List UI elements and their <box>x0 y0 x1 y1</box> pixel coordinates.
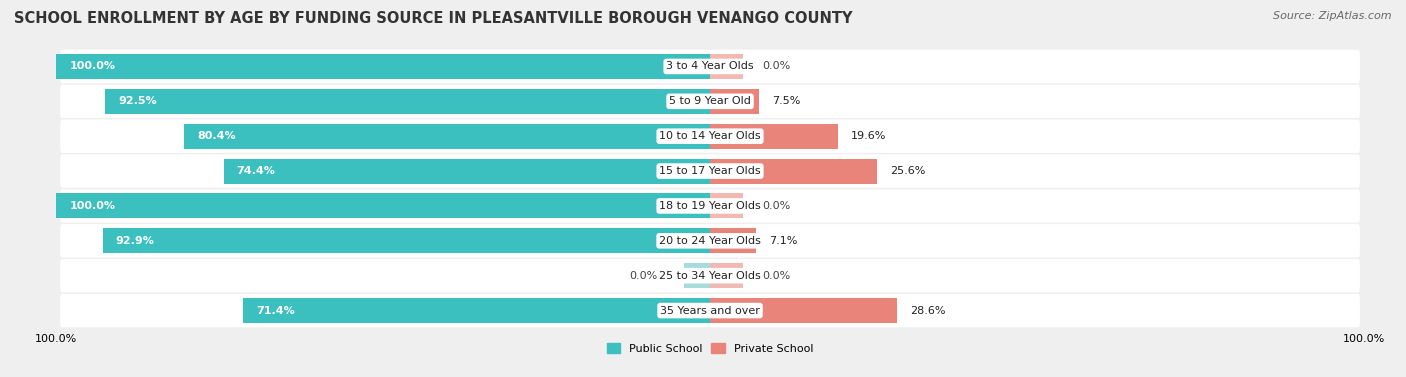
Text: 25.6%: 25.6% <box>890 166 927 176</box>
Bar <box>103 228 710 253</box>
Text: 28.6%: 28.6% <box>910 305 946 316</box>
FancyBboxPatch shape <box>60 259 1360 293</box>
FancyBboxPatch shape <box>60 50 1360 83</box>
Text: 92.5%: 92.5% <box>118 96 157 106</box>
FancyBboxPatch shape <box>60 154 1360 188</box>
Text: 0.0%: 0.0% <box>762 271 790 281</box>
Text: 18 to 19 Year Olds: 18 to 19 Year Olds <box>659 201 761 211</box>
Legend: Public School, Private School: Public School, Private School <box>602 339 818 359</box>
Text: 25 to 34 Year Olds: 25 to 34 Year Olds <box>659 271 761 281</box>
Text: SCHOOL ENROLLMENT BY AGE BY FUNDING SOURCE IN PLEASANTVILLE BOROUGH VENANGO COUN: SCHOOL ENROLLMENT BY AGE BY FUNDING SOUR… <box>14 11 852 26</box>
FancyBboxPatch shape <box>60 224 1360 257</box>
Text: 71.4%: 71.4% <box>256 305 295 316</box>
Text: 0.0%: 0.0% <box>630 271 658 281</box>
Bar <box>184 124 710 149</box>
FancyBboxPatch shape <box>60 294 1360 327</box>
Text: 7.5%: 7.5% <box>772 96 800 106</box>
Bar <box>105 89 710 114</box>
Bar <box>710 263 742 288</box>
Text: 10 to 14 Year Olds: 10 to 14 Year Olds <box>659 131 761 141</box>
Text: 20 to 24 Year Olds: 20 to 24 Year Olds <box>659 236 761 246</box>
Text: 0.0%: 0.0% <box>762 61 790 72</box>
Bar <box>710 54 742 79</box>
Text: 5 to 9 Year Old: 5 to 9 Year Old <box>669 96 751 106</box>
Text: 92.9%: 92.9% <box>115 236 155 246</box>
Text: 35 Years and over: 35 Years and over <box>659 305 761 316</box>
Bar <box>710 89 759 114</box>
Bar <box>56 193 710 219</box>
Text: Source: ZipAtlas.com: Source: ZipAtlas.com <box>1274 11 1392 21</box>
Bar <box>710 228 756 253</box>
Bar <box>224 158 710 184</box>
Text: 0.0%: 0.0% <box>762 201 790 211</box>
Bar <box>56 54 710 79</box>
Bar <box>710 124 838 149</box>
Text: 74.4%: 74.4% <box>236 166 276 176</box>
Bar <box>710 193 742 219</box>
Text: 7.1%: 7.1% <box>769 236 797 246</box>
FancyBboxPatch shape <box>60 189 1360 223</box>
Bar <box>683 263 710 288</box>
Text: 19.6%: 19.6% <box>851 131 887 141</box>
Text: 80.4%: 80.4% <box>197 131 236 141</box>
Bar <box>710 298 897 323</box>
Bar <box>710 158 877 184</box>
Text: 15 to 17 Year Olds: 15 to 17 Year Olds <box>659 166 761 176</box>
Text: 100.0%: 100.0% <box>69 61 115 72</box>
FancyBboxPatch shape <box>60 84 1360 118</box>
FancyBboxPatch shape <box>60 120 1360 153</box>
Text: 100.0%: 100.0% <box>69 201 115 211</box>
Bar <box>243 298 710 323</box>
Text: 3 to 4 Year Olds: 3 to 4 Year Olds <box>666 61 754 72</box>
